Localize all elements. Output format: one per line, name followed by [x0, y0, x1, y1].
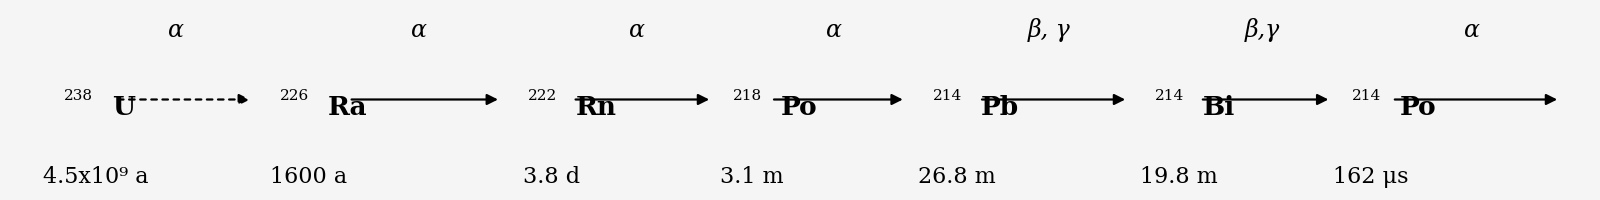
Text: Po: Po — [1400, 94, 1437, 119]
Text: 3.1 m: 3.1 m — [720, 165, 784, 187]
Text: α: α — [826, 19, 842, 41]
Text: 19.8 m: 19.8 m — [1141, 165, 1218, 187]
Text: β, γ: β, γ — [1029, 18, 1070, 42]
Text: α: α — [168, 19, 184, 41]
Text: 214: 214 — [933, 89, 962, 103]
Text: 214: 214 — [1155, 89, 1184, 103]
Text: 3.8 d: 3.8 d — [523, 165, 581, 187]
Text: Bi: Bi — [1203, 94, 1235, 119]
Text: α: α — [629, 19, 645, 41]
Text: Ra: Ra — [328, 94, 368, 119]
Text: Pb: Pb — [981, 94, 1019, 119]
Text: 214: 214 — [1352, 89, 1381, 103]
Text: 226: 226 — [280, 89, 309, 103]
Text: 218: 218 — [733, 89, 762, 103]
Text: 4.5x10⁹ a: 4.5x10⁹ a — [43, 165, 149, 187]
Text: 26.8 m: 26.8 m — [918, 165, 995, 187]
Text: 1600 a: 1600 a — [270, 165, 347, 187]
Text: 222: 222 — [528, 89, 557, 103]
Text: 162 μs: 162 μs — [1333, 165, 1410, 187]
Text: U: U — [112, 94, 134, 119]
Text: 238: 238 — [64, 89, 93, 103]
Text: β,γ: β,γ — [1245, 18, 1280, 42]
Text: Po: Po — [781, 94, 818, 119]
Text: α: α — [1464, 19, 1480, 41]
Text: α: α — [411, 19, 427, 41]
Text: Rn: Rn — [576, 94, 618, 119]
